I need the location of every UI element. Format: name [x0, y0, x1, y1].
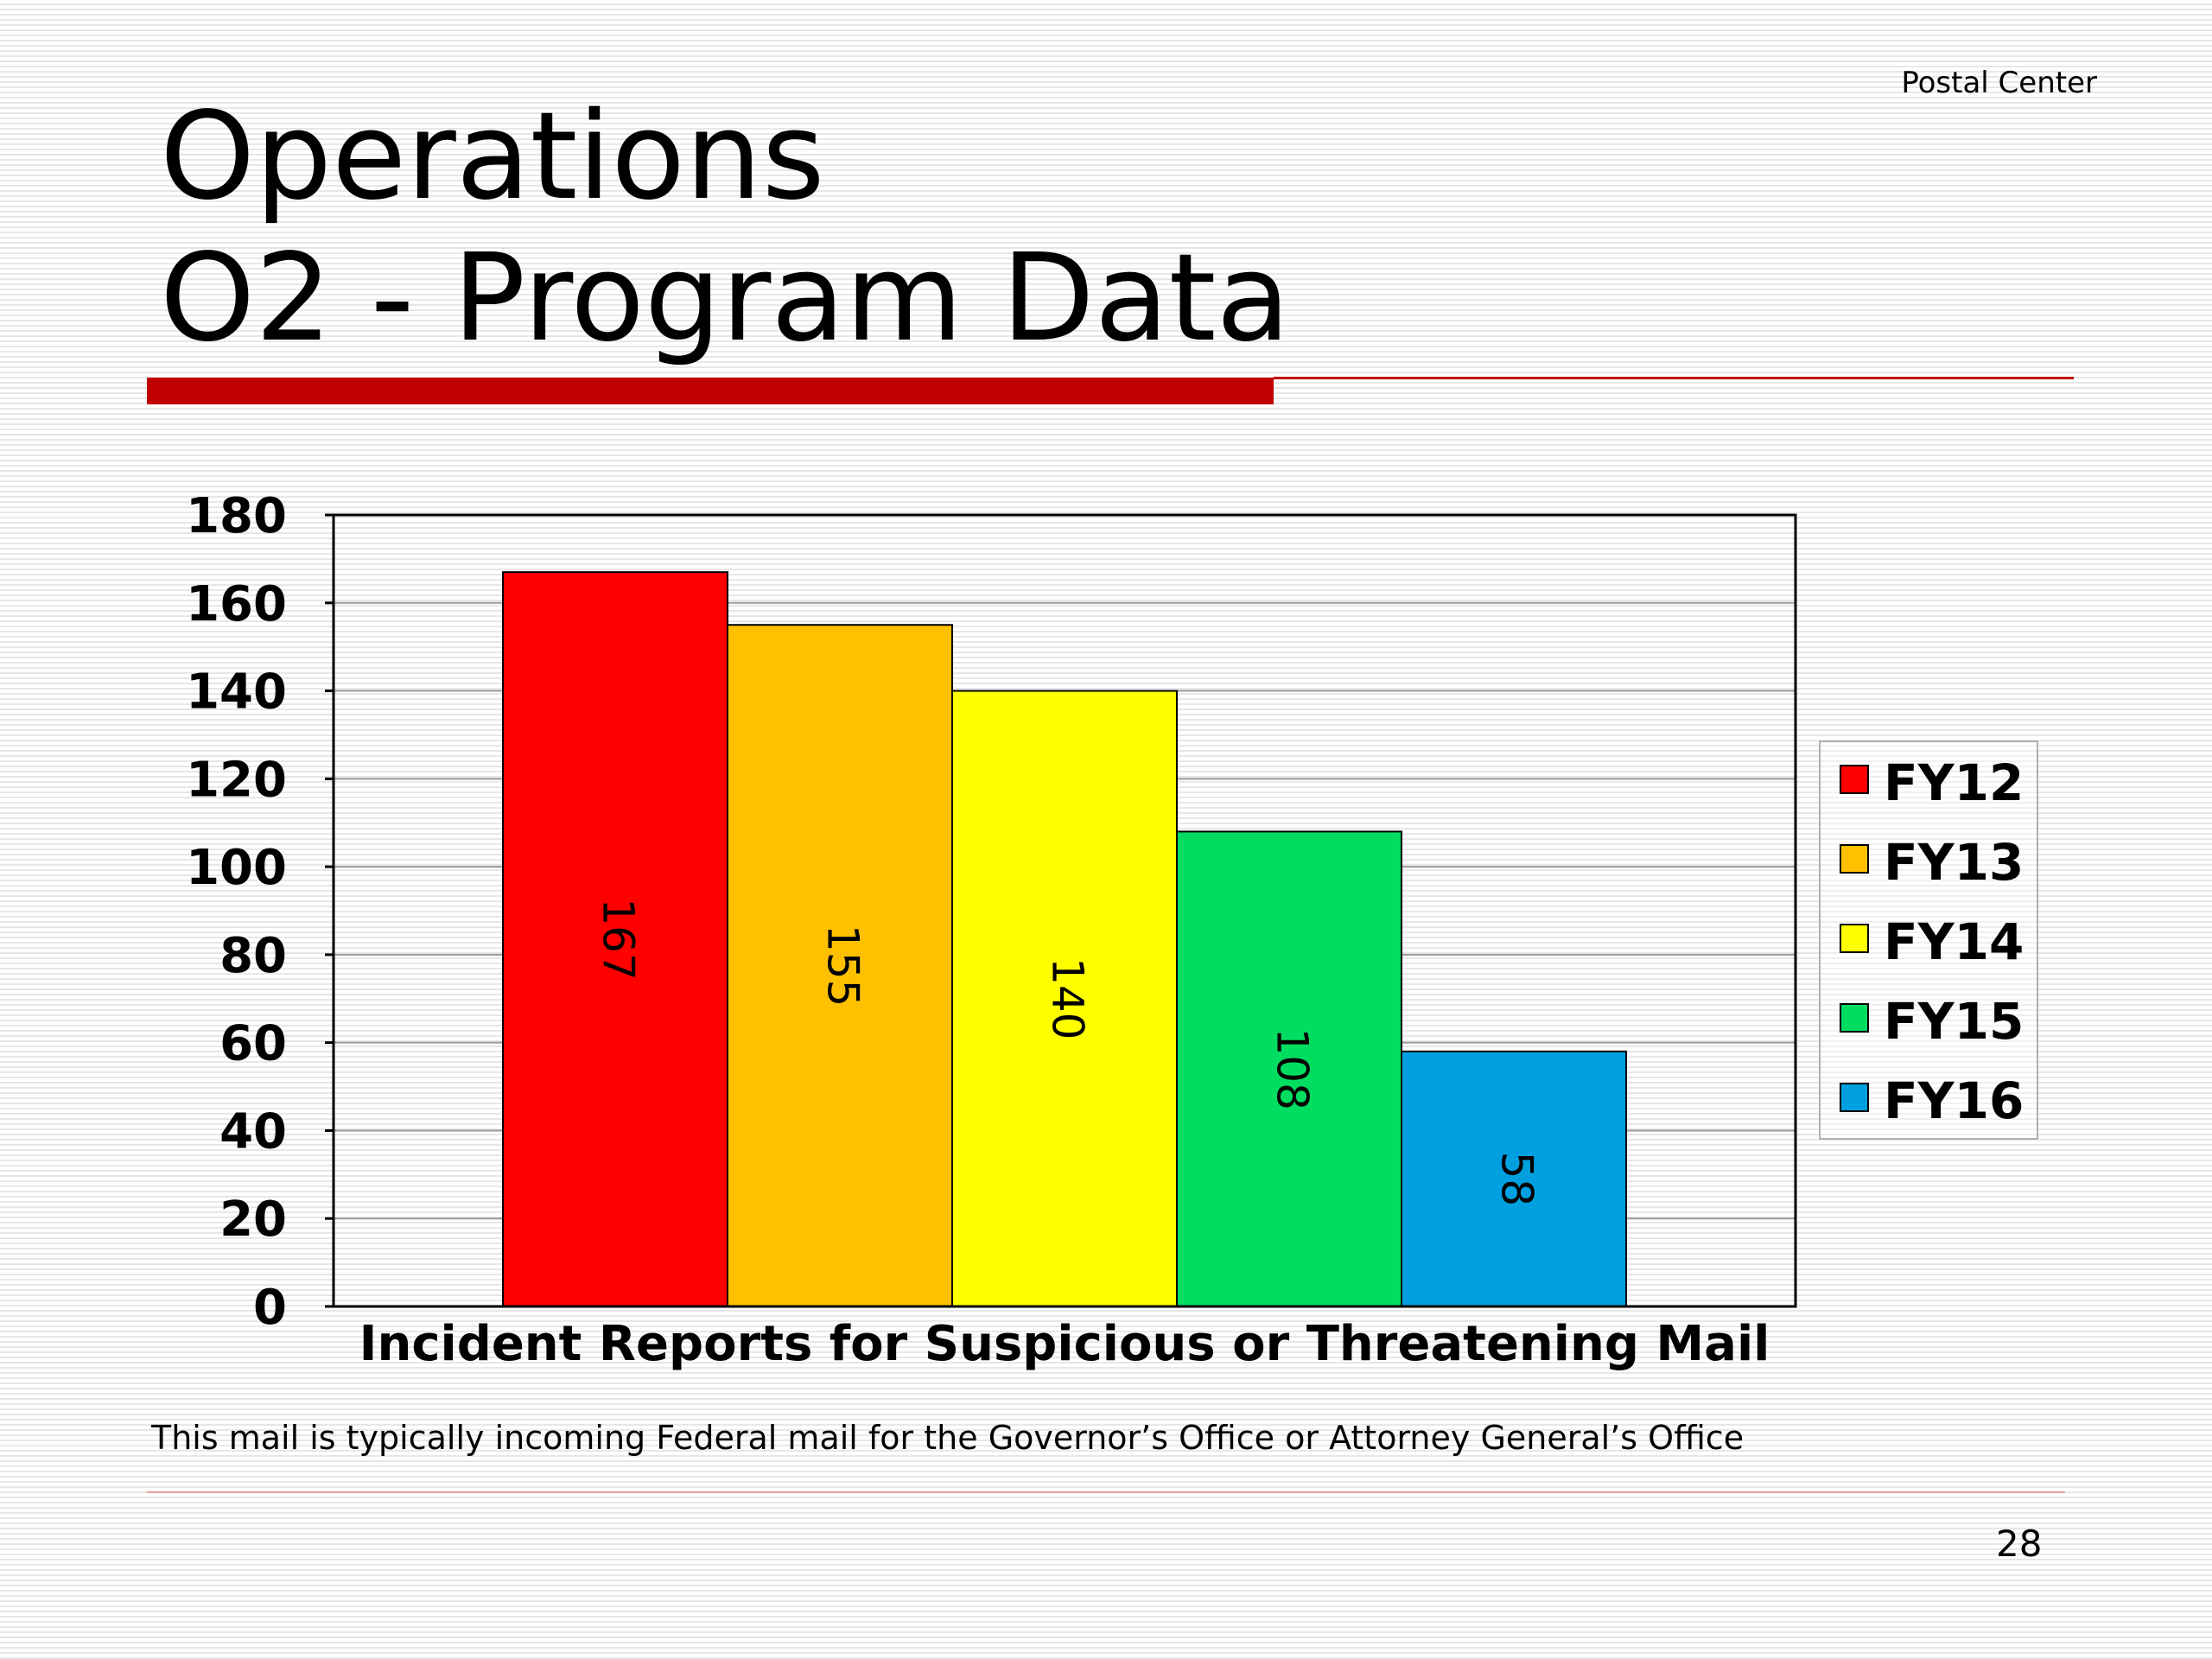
- legend-swatch-fy12: [1840, 765, 1869, 794]
- bar-fy14: [951, 690, 1178, 1307]
- slide-title-line-1: Operations: [160, 86, 825, 227]
- legend-label-fy14: FY14: [1884, 912, 2024, 971]
- legend-label-fy12: FY12: [1884, 753, 2024, 812]
- page-number: 28: [1996, 1522, 2043, 1565]
- legend-swatch-fy13: [1840, 844, 1869, 874]
- y-tick-label: 80: [219, 928, 287, 984]
- bar-fy16: [1401, 1050, 1627, 1308]
- legend-label-fy13: FY13: [1884, 833, 2024, 892]
- x-axis-label: Incident Reports for Suspicious or Threa…: [359, 1316, 1770, 1372]
- footer-divider: [147, 1491, 2065, 1493]
- bar-value-label: 140: [1043, 957, 1093, 1039]
- legend-label-fy16: FY16: [1884, 1071, 2024, 1130]
- y-tick-label: 100: [186, 840, 287, 896]
- y-tick-label: 180: [186, 488, 287, 544]
- chart-bars: [502, 571, 1627, 1308]
- chart-legend: FY12 FY13 FY14 FY15 FY16: [1819, 741, 2038, 1140]
- bar-fy15: [1176, 830, 1402, 1307]
- slide-title: Operations O2 - Program Data: [160, 86, 1290, 370]
- legend-swatch-fy14: [1840, 924, 1869, 953]
- y-tick-label: 40: [219, 1103, 287, 1160]
- footnote: This mail is typically incoming Federal …: [151, 1419, 1745, 1457]
- bar-value-label: 58: [1492, 1152, 1542, 1207]
- legend-swatch-fy16: [1840, 1083, 1869, 1112]
- slide-title-line-2: O2 - Program Data: [160, 228, 1291, 369]
- bar-value-labels: 167 155 140 108 58: [594, 898, 1542, 1206]
- title-underline-thin: [1274, 377, 2074, 379]
- legend-label-fy15: FY15: [1884, 992, 2024, 1051]
- y-tick-label: 140: [186, 664, 287, 721]
- bar-fy13: [727, 624, 953, 1307]
- y-axis-ticks: 0 20 40 60 80 100 120 140 160 180: [186, 488, 334, 1336]
- legend-swatch-fy15: [1840, 1003, 1869, 1033]
- y-tick-label: 20: [219, 1192, 287, 1248]
- header-label: Postal Center: [1901, 66, 2097, 100]
- plot-area-frame: [332, 513, 1797, 1308]
- bar-value-label: 155: [818, 925, 868, 1007]
- y-tick-label: 60: [219, 1016, 287, 1072]
- y-tick-label: 0: [253, 1280, 287, 1336]
- title-underline-thick: [147, 378, 1274, 404]
- y-tick-label: 120: [186, 752, 287, 808]
- bar-value-label: 167: [594, 898, 644, 980]
- y-tick-label: 160: [186, 576, 287, 632]
- bar-value-label: 108: [1268, 1027, 1318, 1109]
